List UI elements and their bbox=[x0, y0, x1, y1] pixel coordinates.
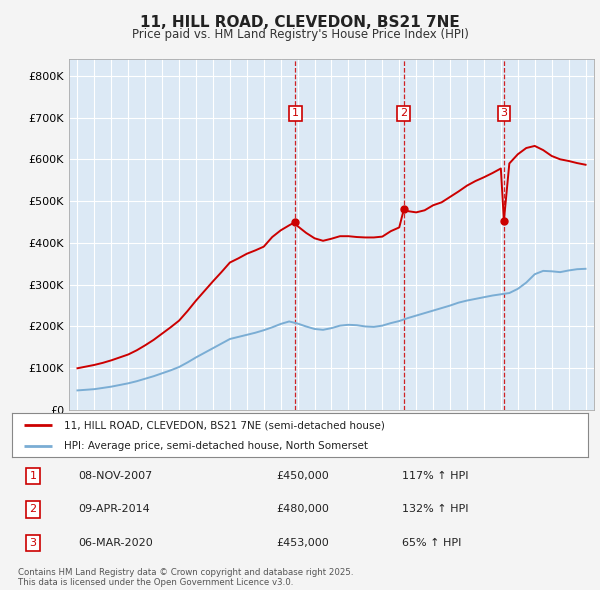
Text: 3: 3 bbox=[500, 109, 508, 119]
Text: 3: 3 bbox=[29, 538, 37, 548]
Text: £480,000: £480,000 bbox=[276, 504, 329, 514]
Text: 1: 1 bbox=[292, 109, 299, 119]
Text: 08-NOV-2007: 08-NOV-2007 bbox=[78, 471, 152, 481]
Text: HPI: Average price, semi-detached house, North Somerset: HPI: Average price, semi-detached house,… bbox=[64, 441, 368, 451]
Text: Contains HM Land Registry data © Crown copyright and database right 2025.
This d: Contains HM Land Registry data © Crown c… bbox=[18, 568, 353, 587]
Text: 65% ↑ HPI: 65% ↑ HPI bbox=[402, 538, 461, 548]
Text: £450,000: £450,000 bbox=[276, 471, 329, 481]
Text: £453,000: £453,000 bbox=[276, 538, 329, 548]
Text: 117% ↑ HPI: 117% ↑ HPI bbox=[402, 471, 469, 481]
Text: 06-MAR-2020: 06-MAR-2020 bbox=[78, 538, 153, 548]
Text: 132% ↑ HPI: 132% ↑ HPI bbox=[402, 504, 469, 514]
Text: 11, HILL ROAD, CLEVEDON, BS21 7NE: 11, HILL ROAD, CLEVEDON, BS21 7NE bbox=[140, 15, 460, 30]
Text: 2: 2 bbox=[400, 109, 407, 119]
Text: 11, HILL ROAD, CLEVEDON, BS21 7NE (semi-detached house): 11, HILL ROAD, CLEVEDON, BS21 7NE (semi-… bbox=[64, 421, 385, 430]
Text: 2: 2 bbox=[29, 504, 37, 514]
Text: 09-APR-2014: 09-APR-2014 bbox=[78, 504, 150, 514]
Text: 1: 1 bbox=[29, 471, 37, 481]
Text: Price paid vs. HM Land Registry's House Price Index (HPI): Price paid vs. HM Land Registry's House … bbox=[131, 28, 469, 41]
